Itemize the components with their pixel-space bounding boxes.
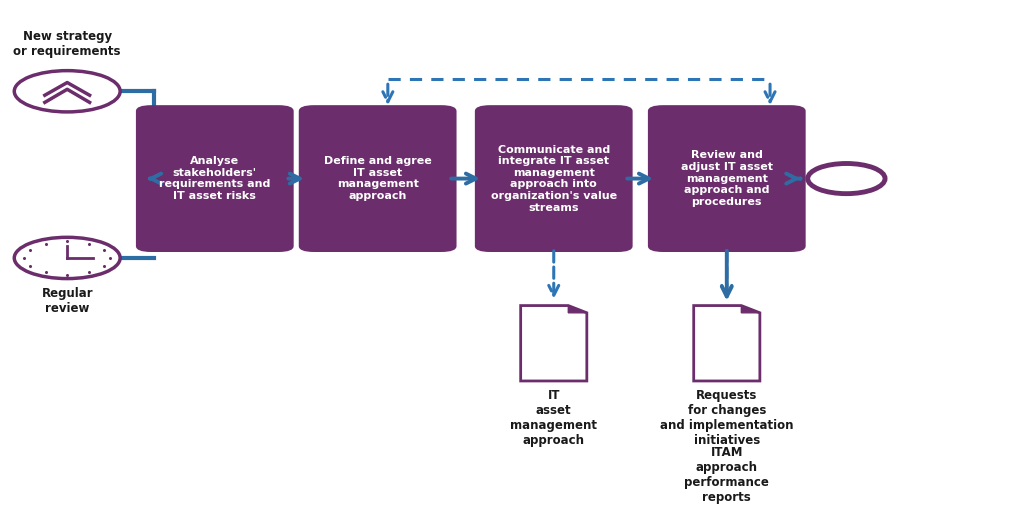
- FancyBboxPatch shape: [136, 105, 294, 252]
- Text: Communicate and
integrate IT asset
management
approach into
organization's value: Communicate and integrate IT asset manag…: [490, 145, 616, 213]
- Text: Review and
adjust IT asset
management
approach and
procedures: Review and adjust IT asset management ap…: [681, 150, 773, 207]
- Circle shape: [14, 71, 120, 112]
- Text: Analyse
stakeholders'
requirements and
IT asset risks: Analyse stakeholders' requirements and I…: [159, 156, 270, 201]
- FancyBboxPatch shape: [299, 105, 457, 252]
- Circle shape: [808, 163, 885, 193]
- Circle shape: [14, 237, 120, 279]
- Text: Requests
for changes
and implementation
initiatives: Requests for changes and implementation …: [660, 389, 794, 447]
- Text: New strategy
or requirements: New strategy or requirements: [13, 30, 121, 58]
- FancyBboxPatch shape: [648, 105, 806, 252]
- Text: ITAM
approach
performance
reports: ITAM approach performance reports: [684, 447, 769, 504]
- Text: Define and agree
IT asset
management
approach: Define and agree IT asset management app…: [324, 156, 431, 201]
- Polygon shape: [568, 306, 587, 313]
- Text: Regular
review: Regular review: [41, 287, 93, 315]
- Polygon shape: [741, 306, 760, 313]
- Text: IT
asset
management
approach: IT asset management approach: [510, 389, 597, 447]
- Polygon shape: [520, 306, 587, 381]
- FancyBboxPatch shape: [475, 105, 633, 252]
- Polygon shape: [693, 306, 760, 381]
